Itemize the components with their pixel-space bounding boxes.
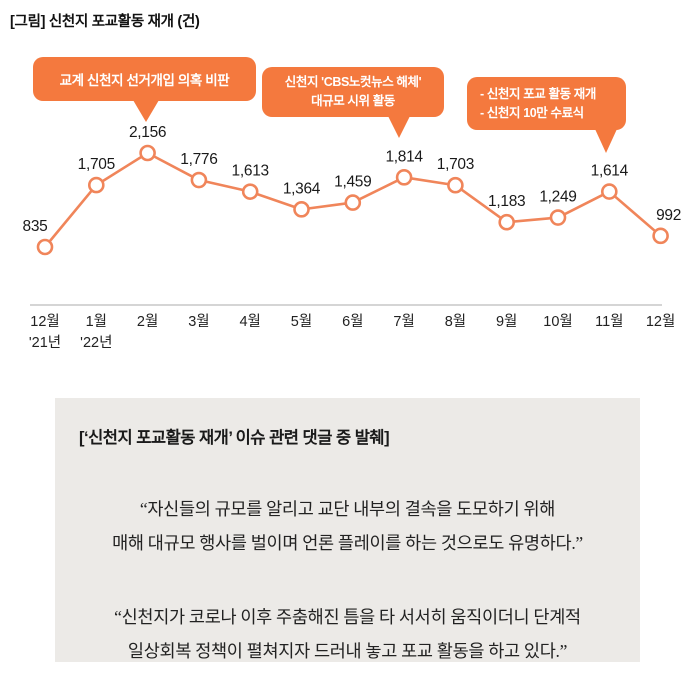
year-sublabel: '21년 <box>29 334 61 351</box>
value-label: 1,703 <box>437 156 474 173</box>
month-label: 1월 <box>86 313 107 330</box>
month-label: 12월 <box>30 313 59 330</box>
value-label: 2,156 <box>129 124 166 141</box>
month-label: 10월 <box>543 313 572 330</box>
data-point <box>241 183 259 200</box>
callout-tail-icon <box>388 116 410 138</box>
month-label: 8월 <box>445 313 466 330</box>
comment-excerpt-box: [‘신천지 포교활동 재개’ 이슈 관련 댓글 중 발췌] “자신들의 규모를 … <box>55 398 640 662</box>
month-label: 9월 <box>496 313 517 330</box>
chart-canvas: 835 12월 '21년 1,705 1월 '22년 2,156 2월 1,776 3월 1,613… <box>23 124 682 351</box>
chart-title: [그림] 신천지 포교활동 재개 (건) <box>10 14 200 30</box>
data-point <box>447 176 464 194</box>
month-label: 6월 <box>342 313 363 330</box>
month-label: 2월 <box>137 313 158 330</box>
value-label: 1,613 <box>232 163 269 180</box>
value-label: 992 <box>656 207 681 224</box>
data-point <box>88 176 105 194</box>
month-label: 5월 <box>291 313 312 330</box>
month-label: 3월 <box>188 313 209 330</box>
value-label: 1,614 <box>591 163 629 180</box>
value-label: 1,249 <box>539 189 576 206</box>
data-point <box>600 183 618 200</box>
annotation-text: - 신천지 포교 활동 재개 - 신천지 10만 수료식 <box>480 86 596 120</box>
data-point <box>293 201 310 218</box>
month-label: 12월 <box>646 313 675 330</box>
month-label: 4월 <box>239 313 260 330</box>
data-point <box>395 169 413 186</box>
data-point <box>652 227 669 245</box>
data-point <box>190 171 208 189</box>
month-label: 7월 <box>393 313 414 330</box>
callout-tail-icon <box>595 129 617 153</box>
value-label: 1,776 <box>180 151 217 168</box>
annotation-text: 신천지 'CBS노컷뉴스 해체' 대규모 시위 활동 <box>284 75 422 108</box>
annotation-callout-feb: 교계 신천지 선거개입 의혹 비판 <box>33 57 256 122</box>
data-point <box>344 194 362 211</box>
value-label: 1,814 <box>385 148 423 165</box>
data-point <box>549 209 567 226</box>
line-chart: [그림] 신천지 포교활동 재개 (건) 835 12월 '21년 1,705 1월 '2… <box>10 14 682 351</box>
annotation-callout-jul: 신천지 'CBS노컷뉴스 해체' 대규모 시위 활동 <box>262 67 444 138</box>
annotation-callout-nov: - 신천지 포교 활동 재개 - 신천지 10만 수료식 <box>467 77 626 153</box>
month-label: 11월 <box>595 313 623 330</box>
value-label: 835 <box>23 218 48 235</box>
excerpt-quote-2: “신천지가 코로나 이후 주춤해진 틈을 타 서서히 움직이더니 단계적 일상회… <box>114 607 581 662</box>
excerpt-quote-1: “자신들의 규모를 알리고 교단 내부의 결속을 도모하기 위해 매해 대규모 … <box>112 499 583 554</box>
data-point <box>139 144 156 162</box>
year-sublabel: '22년 <box>80 334 112 351</box>
data-point <box>498 213 516 231</box>
value-label: 1,183 <box>488 193 525 210</box>
value-label: 1,459 <box>334 174 371 191</box>
value-label: 1,705 <box>78 156 115 173</box>
value-label: 1,364 <box>283 180 321 197</box>
data-point <box>36 238 54 256</box>
annotation-text: 교계 신천지 선거개입 의혹 비판 <box>59 73 230 88</box>
callout-tail-icon <box>133 100 159 122</box>
excerpt-header: [‘신천지 포교활동 재개’ 이슈 관련 댓글 중 발췌] <box>79 429 390 447</box>
